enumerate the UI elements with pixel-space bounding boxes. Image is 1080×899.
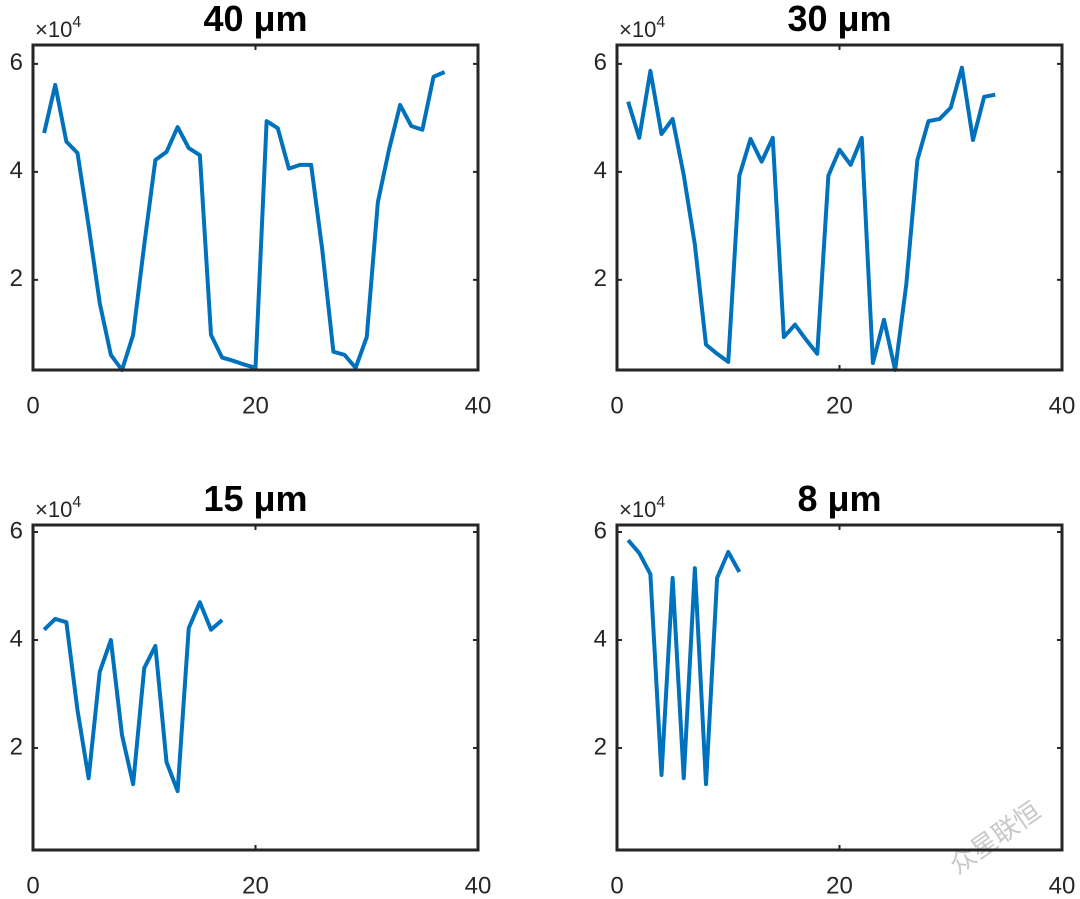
chart-title: 40 μm — [203, 0, 307, 39]
axes-box — [615, 43, 1064, 372]
x-tick-label: 40 — [465, 392, 492, 419]
axes-box — [31, 43, 480, 372]
y-tick-label: 6 — [594, 49, 607, 76]
data-line — [626, 538, 742, 787]
x-tick-label: 40 — [1049, 392, 1076, 419]
watermark: 众星联恒 — [944, 796, 1046, 880]
x-tick-label: 0 — [610, 872, 623, 899]
x-tick-label: 0 — [26, 872, 39, 899]
y-multiplier-exp: 4 — [656, 14, 665, 31]
y-tick-label: 2 — [594, 265, 607, 292]
y-multiplier: ×104 — [35, 14, 81, 42]
y-tick-label: 6 — [594, 517, 607, 544]
y-multiplier-base: ×10 — [619, 17, 656, 42]
axes-box — [31, 523, 480, 852]
y-tick-label: 2 — [10, 733, 23, 760]
y-multiplier-base: ×10 — [35, 497, 72, 522]
axes-box — [615, 523, 1064, 852]
data-line — [626, 65, 996, 372]
chart-title: 30 μm — [787, 0, 891, 39]
data-line — [42, 600, 224, 794]
y-multiplier-base: ×10 — [619, 497, 656, 522]
y-multiplier-exp: 4 — [656, 494, 665, 511]
y-tick-label: 2 — [10, 265, 23, 292]
y-tick-label: 4 — [594, 157, 607, 184]
y-tick-label: 6 — [10, 49, 23, 76]
y-multiplier: ×104 — [35, 494, 81, 522]
x-tick-label: 0 — [26, 392, 39, 419]
chart-title: 15 μm — [203, 478, 307, 519]
x-tick-label: 40 — [1049, 872, 1076, 899]
y-multiplier-exp: 4 — [72, 494, 81, 511]
y-multiplier-base: ×10 — [35, 17, 72, 42]
x-tick-label: 20 — [242, 872, 269, 899]
chart-title: 8 μm — [797, 478, 881, 519]
y-multiplier: ×104 — [619, 494, 665, 522]
y-tick-label: 4 — [594, 625, 607, 652]
y-tick-label: 4 — [10, 625, 23, 652]
x-tick-label: 20 — [826, 872, 853, 899]
y-tick-label: 6 — [10, 517, 23, 544]
x-tick-label: 20 — [242, 392, 269, 419]
y-multiplier: ×104 — [619, 14, 665, 42]
x-tick-label: 20 — [826, 392, 853, 419]
y-tick-label: 2 — [594, 733, 607, 760]
y-tick-label: 4 — [10, 157, 23, 184]
y-multiplier-exp: 4 — [72, 14, 81, 31]
x-tick-label: 0 — [610, 392, 623, 419]
data-line — [42, 70, 446, 372]
x-tick-label: 40 — [465, 872, 492, 899]
